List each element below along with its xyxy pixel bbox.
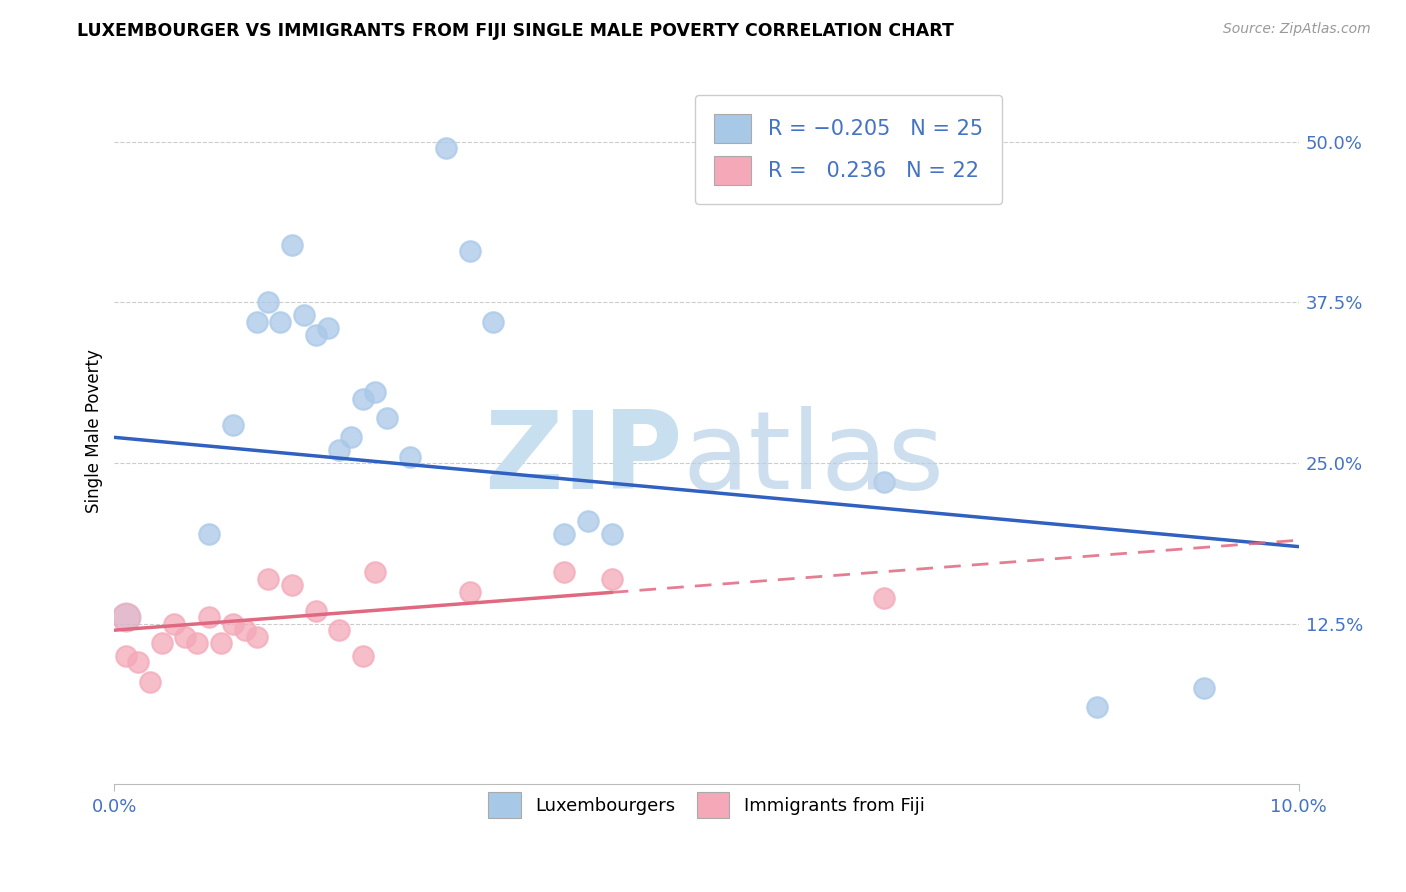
Point — [150, 636, 173, 650]
Point — [458, 584, 481, 599]
Point — [482, 315, 505, 329]
Point — [352, 392, 374, 406]
Point — [222, 616, 245, 631]
Text: LUXEMBOURGER VS IMMIGRANTS FROM FIJI SINGLE MALE POVERTY CORRELATION CHART: LUXEMBOURGER VS IMMIGRANTS FROM FIJI SIN… — [77, 22, 955, 40]
Point — [553, 526, 575, 541]
Point — [233, 623, 256, 637]
Point — [257, 295, 280, 310]
Point — [600, 572, 623, 586]
Point — [434, 141, 457, 155]
Point — [257, 572, 280, 586]
Point — [115, 610, 138, 624]
Point — [198, 526, 221, 541]
Point — [198, 610, 221, 624]
Point — [873, 591, 896, 605]
Point — [115, 648, 138, 663]
Point — [305, 604, 328, 618]
Point — [292, 308, 315, 322]
Point — [364, 566, 387, 580]
Point — [1085, 700, 1108, 714]
Point — [328, 443, 350, 458]
Point — [269, 315, 291, 329]
Point — [245, 315, 267, 329]
Point — [186, 636, 208, 650]
Point — [458, 244, 481, 258]
Point — [340, 430, 363, 444]
Point — [209, 636, 232, 650]
Point — [967, 186, 990, 201]
Point — [600, 526, 623, 541]
Point — [576, 514, 599, 528]
Point — [364, 385, 387, 400]
Point — [352, 648, 374, 663]
Text: ZIP: ZIP — [484, 406, 683, 512]
Point — [316, 321, 339, 335]
Point — [873, 475, 896, 490]
Point — [305, 327, 328, 342]
Point — [115, 610, 138, 624]
Point — [139, 674, 162, 689]
Text: atlas: atlas — [683, 406, 945, 512]
Point — [174, 630, 197, 644]
Point — [1192, 681, 1215, 695]
Point — [127, 656, 149, 670]
Point — [222, 417, 245, 432]
Point — [245, 630, 267, 644]
Text: Source: ZipAtlas.com: Source: ZipAtlas.com — [1223, 22, 1371, 37]
Point — [162, 616, 184, 631]
Point — [281, 237, 304, 252]
Legend: Luxembourgers, Immigrants from Fiji: Luxembourgers, Immigrants from Fiji — [481, 785, 932, 825]
Y-axis label: Single Male Poverty: Single Male Poverty — [86, 349, 103, 513]
Point — [553, 566, 575, 580]
Point — [399, 450, 422, 464]
Point — [328, 623, 350, 637]
Point — [281, 578, 304, 592]
Point — [375, 411, 398, 425]
